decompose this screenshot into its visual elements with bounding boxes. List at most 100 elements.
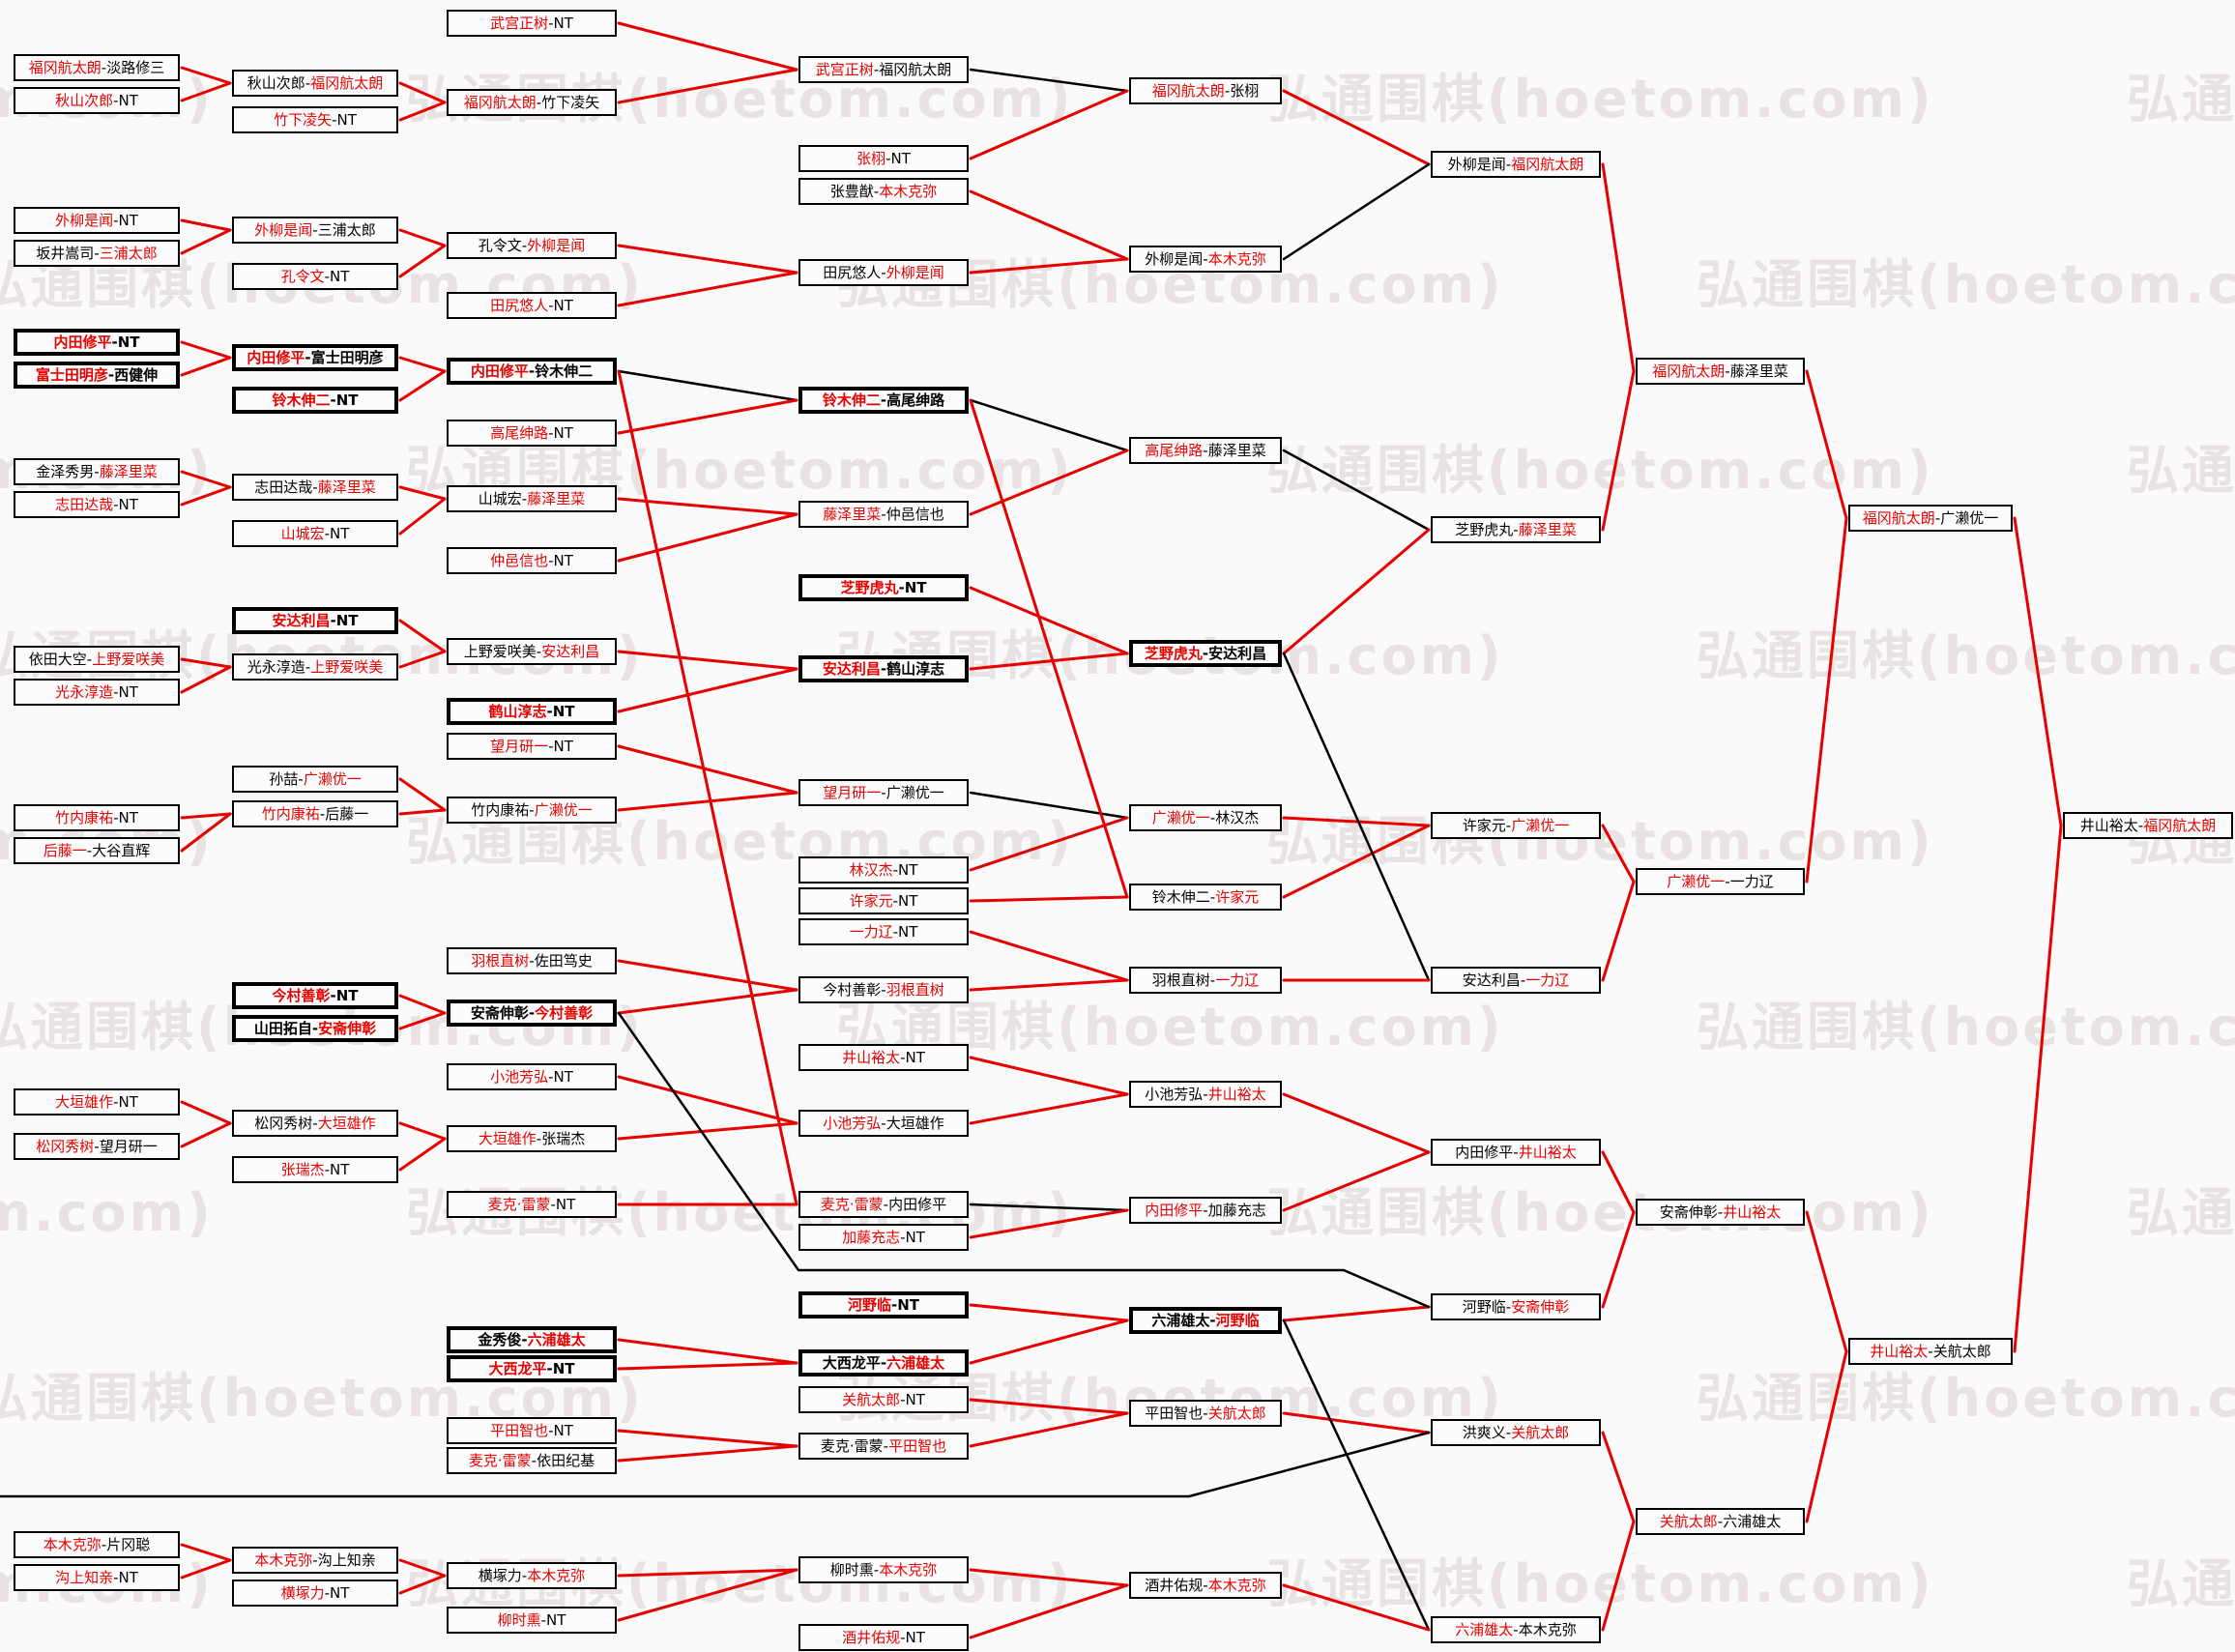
match-box-c1[interactable]: 武宫正树 - NT (447, 10, 617, 37)
match-box-g1[interactable]: 福冈航太朗 - 藤泽里菜 (1636, 358, 1805, 385)
match-box-d4[interactable]: 田尻悠人 - 外柳是闻 (798, 259, 969, 286)
match-box-d3[interactable]: 张豊猷 - 本木克弥 (798, 178, 969, 205)
match-box-e9[interactable]: 内田修平 - 加藤充志 (1129, 1197, 1282, 1224)
match-box-c19[interactable]: 大西龙平 - NT (447, 1355, 617, 1382)
match-box-e2[interactable]: 外柳是闻 - 本木克弥 (1129, 246, 1282, 273)
match-box-c2[interactable]: 福冈航太朗 - 竹下凌矢 (447, 89, 617, 116)
match-box-c5[interactable]: 内田修平 - 铃木伸二 (447, 358, 617, 385)
match-box-d17[interactable]: 加藤充志 - NT (798, 1224, 969, 1251)
match-box-f1[interactable]: 外柳是闻 - 福冈航太朗 (1431, 151, 1601, 178)
match-box-f8[interactable]: 六浦雄太 - 本木克弥 (1431, 1616, 1601, 1643)
match-box-f5[interactable]: 内田修平 - 井山裕太 (1431, 1139, 1601, 1166)
match-box-e4[interactable]: 芝野虎丸 - 安达利昌 (1129, 640, 1282, 667)
match-box-d21[interactable]: 麦克·雷蒙 - 平田智也 (798, 1433, 969, 1460)
match-box-a9[interactable]: 依田大空 - 上野爱咲美 (14, 646, 180, 673)
match-box-c10[interactable]: 鹤山淳志 - NT (447, 698, 617, 725)
match-box-a3[interactable]: 外柳是闻 - NT (14, 207, 180, 234)
match-box-c7[interactable]: 山城宏 - 藤泽里菜 (447, 485, 617, 512)
match-box-a15[interactable]: 本木克弥 - 片冈聪 (14, 1531, 180, 1558)
match-box-c4[interactable]: 田尻悠人 - NT (447, 292, 617, 319)
match-box-b17[interactable]: 本木克弥 - 沟上知亲 (232, 1547, 398, 1574)
match-box-d8[interactable]: 安达利昌 - 鹤山淳志 (798, 655, 969, 682)
match-box-b15[interactable]: 松冈秀树 - 大垣雄作 (232, 1110, 398, 1137)
match-box-g3[interactable]: 安斋伸彰 - 井山裕太 (1636, 1199, 1805, 1226)
match-box-b5[interactable]: 内田修平 - 富士田明彦 (232, 344, 398, 371)
match-box-d18[interactable]: 河野临 - NT (798, 1291, 969, 1319)
match-box-c12[interactable]: 竹内康祐 - 广濑优一 (447, 797, 617, 824)
match-box-e1[interactable]: 福冈航太朗 - 张栩 (1129, 77, 1282, 104)
match-box-d14[interactable]: 井山裕太 - NT (798, 1044, 969, 1071)
match-box-b18[interactable]: 横塚力 - NT (232, 1580, 398, 1607)
match-box-c13[interactable]: 羽根直树 - 佐田笃史 (447, 947, 617, 974)
match-box-c18[interactable]: 金秀俊 - 六浦雄太 (447, 1326, 617, 1353)
match-box-b9[interactable]: 安达利昌 - NT (232, 607, 398, 634)
match-box-d9[interactable]: 望月研一 - 广濑优一 (798, 779, 969, 806)
match-box-a10[interactable]: 光永淳造 - NT (14, 679, 180, 706)
match-box-c20[interactable]: 平田智也 - NT (447, 1417, 617, 1444)
match-box-a7[interactable]: 金泽秀男 - 藤泽里菜 (14, 458, 180, 485)
match-box-f7[interactable]: 洪爽义 - 关航太郎 (1431, 1419, 1601, 1446)
match-box-c9[interactable]: 上野爱咲美 - 安达利昌 (447, 638, 617, 665)
match-box-b13[interactable]: 今村善彰 - NT (232, 982, 398, 1009)
match-box-e12[interactable]: 酒井佑规 - 本木克弥 (1129, 1572, 1282, 1599)
match-box-c22[interactable]: 横塚力 - 本木克弥 (447, 1562, 617, 1589)
match-box-f4[interactable]: 安达利昌 - 一力辽 (1431, 967, 1601, 994)
match-box-h2[interactable]: 井山裕太 - 关航太郎 (1848, 1338, 2013, 1365)
match-box-a8[interactable]: 志田达哉 - NT (14, 491, 180, 518)
match-box-d20[interactable]: 关航太郎 - NT (798, 1386, 969, 1413)
match-box-c6[interactable]: 高尾绅路 - NT (447, 420, 617, 447)
match-box-a14[interactable]: 松冈秀树 - 望月研一 (14, 1133, 180, 1160)
match-box-b7[interactable]: 志田达哉 - 藤泽里菜 (232, 474, 398, 501)
match-box-d2[interactable]: 张栩 - NT (798, 145, 969, 172)
match-box-e11[interactable]: 平田智也 - 关航太郎 (1129, 1400, 1282, 1427)
match-box-a2[interactable]: 秋山次郎 - NT (14, 87, 180, 114)
match-box-d22[interactable]: 柳时熏 - 本木克弥 (798, 1556, 969, 1583)
match-box-e3[interactable]: 高尾绅路 - 藤泽里菜 (1129, 437, 1282, 464)
match-box-d6[interactable]: 藤泽里菜 - 仲邑信也 (798, 501, 969, 528)
match-box-e5[interactable]: 广濑优一 - 林汉杰 (1129, 804, 1282, 831)
match-box-b11[interactable]: 孙喆 - 广濑优一 (232, 766, 398, 793)
match-box-e8[interactable]: 小池芳弘 - 井山裕太 (1129, 1081, 1282, 1108)
match-box-d15[interactable]: 小池芳弘 - 大垣雄作 (798, 1110, 969, 1137)
match-box-b2[interactable]: 竹下凌矢 - NT (232, 106, 398, 133)
match-box-f2[interactable]: 芝野虎丸 - 藤泽里菜 (1431, 516, 1601, 543)
match-box-d23[interactable]: 酒井佑规 - NT (798, 1624, 969, 1651)
match-box-f3[interactable]: 许家元 - 广濑优一 (1431, 812, 1601, 839)
match-box-c14[interactable]: 安斋伸彰 - 今村善彰 (447, 1000, 617, 1027)
match-box-b14[interactable]: 山田拓自 - 安斋伸彰 (232, 1015, 398, 1042)
match-box-c3[interactable]: 孔令文 - 外柳是闻 (447, 232, 617, 259)
match-box-a13[interactable]: 大垣雄作 - NT (14, 1088, 180, 1116)
match-box-g2[interactable]: 广濑优一 - 一力辽 (1636, 868, 1805, 895)
match-box-f6[interactable]: 河野临 - 安斋伸彰 (1431, 1293, 1601, 1320)
match-box-g4[interactable]: 关航太郎 - 六浦雄太 (1636, 1508, 1805, 1535)
match-box-a12[interactable]: 后藤一 - 大谷直辉 (14, 837, 180, 864)
match-box-b6[interactable]: 铃木伸二 - NT (232, 387, 398, 414)
match-box-e6[interactable]: 铃木伸二 - 许家元 (1129, 884, 1282, 911)
match-box-d13[interactable]: 今村善彰 - 羽根直树 (798, 976, 969, 1003)
match-box-d1[interactable]: 武宫正树 - 福冈航太朗 (798, 56, 969, 83)
match-box-c17[interactable]: 麦克·雷蒙 - NT (447, 1191, 617, 1218)
match-box-c21[interactable]: 麦克·雷蒙 - 依田纪基 (447, 1447, 617, 1474)
match-box-d7[interactable]: 芝野虎丸 - NT (798, 574, 969, 601)
match-box-d5[interactable]: 铃木伸二 - 高尾绅路 (798, 387, 969, 414)
match-box-e7[interactable]: 羽根直树 - 一力辽 (1129, 967, 1282, 994)
match-box-a4[interactable]: 坂井嵩司 - 三浦太郎 (14, 240, 180, 267)
match-box-c8[interactable]: 仲邑信也 - NT (447, 547, 617, 574)
match-box-a6[interactable]: 富士田明彦 - 西健伸 (14, 362, 180, 389)
match-box-b10[interactable]: 光永淳造 - 上野爱咲美 (232, 653, 398, 681)
match-box-h1[interactable]: 福冈航太朗 - 广濑优一 (1848, 505, 2013, 532)
match-box-b3[interactable]: 外柳是闻 - 三浦太郎 (232, 217, 398, 244)
match-box-b12[interactable]: 竹内康祐 - 后藤一 (232, 800, 398, 827)
match-box-i1[interactable]: 井山裕太 - 福冈航太朗 (2063, 812, 2233, 839)
match-box-d11[interactable]: 许家元 - NT (798, 887, 969, 914)
match-box-c16[interactable]: 大垣雄作 - 张瑞杰 (447, 1125, 617, 1152)
match-box-c23[interactable]: 柳时熏 - NT (447, 1607, 617, 1634)
match-box-b1[interactable]: 秋山次郎 - 福冈航太朗 (232, 70, 398, 97)
match-box-b4[interactable]: 孔令文 - NT (232, 263, 398, 290)
match-box-d19[interactable]: 大西龙平 - 六浦雄太 (798, 1349, 969, 1377)
match-box-d12[interactable]: 一力辽 - NT (798, 918, 969, 945)
match-box-a5[interactable]: 内田修平 - NT (14, 329, 180, 356)
match-box-a11[interactable]: 竹内康祐 - NT (14, 804, 180, 831)
match-box-b16[interactable]: 张瑞杰 - NT (232, 1156, 398, 1183)
match-box-a1[interactable]: 福冈航太朗 - 淡路修三 (14, 54, 180, 81)
